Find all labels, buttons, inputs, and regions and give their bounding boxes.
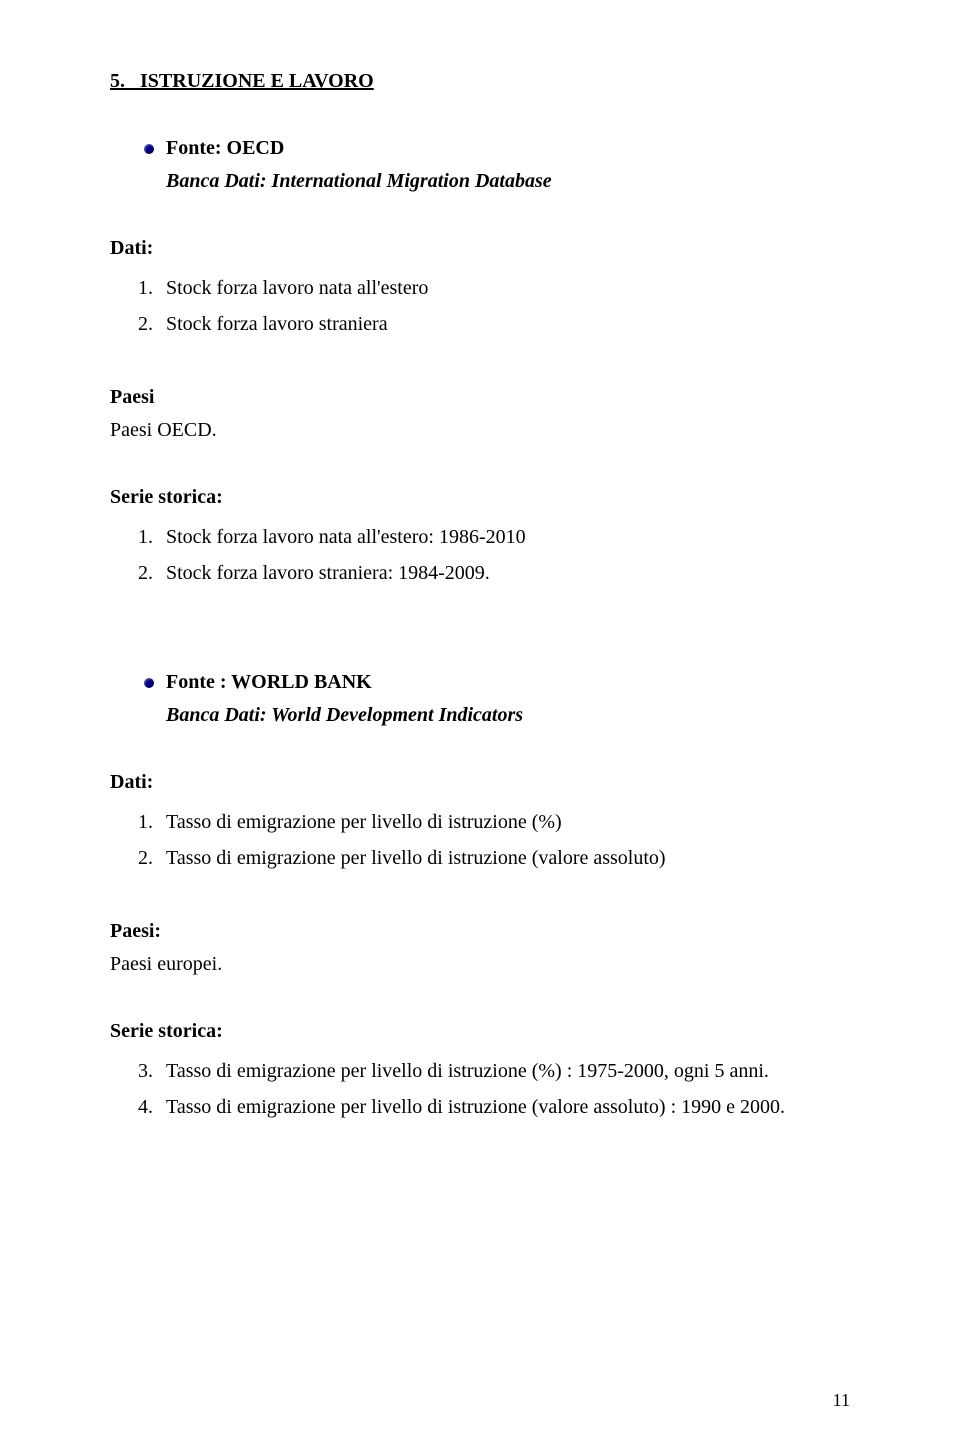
item-text: Stock forza lavoro nata all'estero: 1986… xyxy=(166,519,526,555)
serie-heading: Serie storica: xyxy=(110,486,850,509)
item-text: Tasso di emigrazione per livello di istr… xyxy=(166,804,562,840)
section-title-text: ISTRUZIONE E LAVORO xyxy=(140,70,374,92)
page-number: 11 xyxy=(833,1390,850,1411)
list-item: 1. Stock forza lavoro nata all'estero: 1… xyxy=(138,519,850,555)
dati-heading: Dati: xyxy=(110,771,850,794)
source1-fonte: Fonte: OECD xyxy=(166,137,284,160)
source2-fonte: Fonte : WORLD BANK xyxy=(166,671,372,694)
section-number: 5. xyxy=(110,70,125,92)
section-title: 5. ISTRUZIONE E LAVORO xyxy=(110,70,850,93)
dati-heading: Dati: xyxy=(110,237,850,260)
item-text: Tasso di emigrazione per livello di istr… xyxy=(166,840,666,876)
source2-banca-dati: Banca Dati: World Development Indicators xyxy=(166,704,850,727)
item-number: 3. xyxy=(138,1053,166,1089)
item-text: Stock forza lavoro straniera: 1984-2009. xyxy=(166,555,490,591)
source1-bullet-row: Fonte: OECD xyxy=(144,137,850,160)
item-text: Stock forza lavoro nata all'estero xyxy=(166,270,428,306)
list-item: 2. Stock forza lavoro straniera xyxy=(138,306,850,342)
item-number: 1. xyxy=(138,519,166,555)
item-number: 2. xyxy=(138,306,166,342)
source1-serie-list: 1. Stock forza lavoro nata all'estero: 1… xyxy=(110,519,850,591)
bullet-icon xyxy=(144,144,154,154)
paesi-heading: Paesi: xyxy=(110,920,850,943)
list-item: 2. Stock forza lavoro straniera: 1984-20… xyxy=(138,555,850,591)
list-item: 4. Tasso di emigrazione per livello di i… xyxy=(138,1089,850,1125)
source2-dati-list: 1. Tasso di emigrazione per livello di i… xyxy=(110,804,850,876)
source1-dati-list: 1. Stock forza lavoro nata all'estero 2.… xyxy=(110,270,850,342)
serie-heading: Serie storica: xyxy=(110,1020,850,1043)
list-item: 2. Tasso di emigrazione per livello di i… xyxy=(138,840,850,876)
item-number: 1. xyxy=(138,270,166,306)
bullet-icon xyxy=(144,678,154,688)
item-number: 4. xyxy=(138,1089,166,1125)
source2-paesi-text: Paesi europei. xyxy=(110,953,850,976)
list-item: 1. Tasso di emigrazione per livello di i… xyxy=(138,804,850,840)
paesi-heading: Paesi xyxy=(110,386,850,409)
item-text: Stock forza lavoro straniera xyxy=(166,306,388,342)
source2-serie-list: 3. Tasso di emigrazione per livello di i… xyxy=(110,1053,850,1125)
page: 5. ISTRUZIONE E LAVORO Fonte: OECD Banca… xyxy=(0,0,960,1451)
item-number: 2. xyxy=(138,555,166,591)
item-number: 1. xyxy=(138,804,166,840)
item-number: 2. xyxy=(138,840,166,876)
source2-bullet-row: Fonte : WORLD BANK xyxy=(144,671,850,694)
list-item: 3. Tasso di emigrazione per livello di i… xyxy=(138,1053,850,1089)
source1-banca-dati: Banca Dati: International Migration Data… xyxy=(166,170,850,193)
list-item: 1. Stock forza lavoro nata all'estero xyxy=(138,270,850,306)
source1-paesi-text: Paesi OECD. xyxy=(110,419,850,442)
item-text: Tasso di emigrazione per livello di istr… xyxy=(166,1053,769,1089)
item-text: Tasso di emigrazione per livello di istr… xyxy=(166,1089,785,1125)
